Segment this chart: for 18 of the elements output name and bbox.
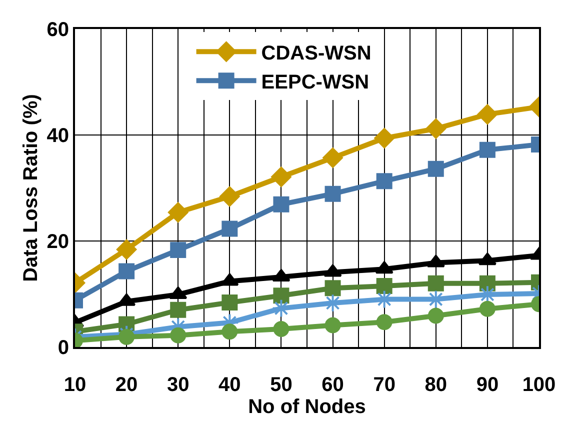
legend-label: EEPC-WSN: [261, 71, 370, 94]
x-tick-label: 80: [424, 374, 448, 396]
y-tick-label: 0: [58, 337, 69, 359]
x-tick-label: 10: [64, 374, 86, 396]
legend-label: CDAS-WSN: [261, 42, 372, 64]
x-tick-label: 50: [270, 374, 292, 396]
y-tick-label: 60: [46, 19, 69, 41]
x-tick-label: 70: [373, 374, 396, 396]
x-axis-title: No of Nodes: [248, 396, 366, 418]
x-tick-label: 60: [322, 374, 344, 396]
y-tick-label: 40: [46, 125, 69, 147]
x-tick-label: 90: [476, 374, 499, 396]
y-axis-title: Data Loss Ratio (%): [20, 94, 42, 282]
x-tick-label: 30: [166, 374, 190, 396]
x-tick-label: 100: [522, 374, 556, 396]
y-tick-label: 20: [46, 231, 69, 253]
x-tick-label: 40: [218, 374, 241, 396]
x-tick-label: 20: [115, 374, 138, 396]
